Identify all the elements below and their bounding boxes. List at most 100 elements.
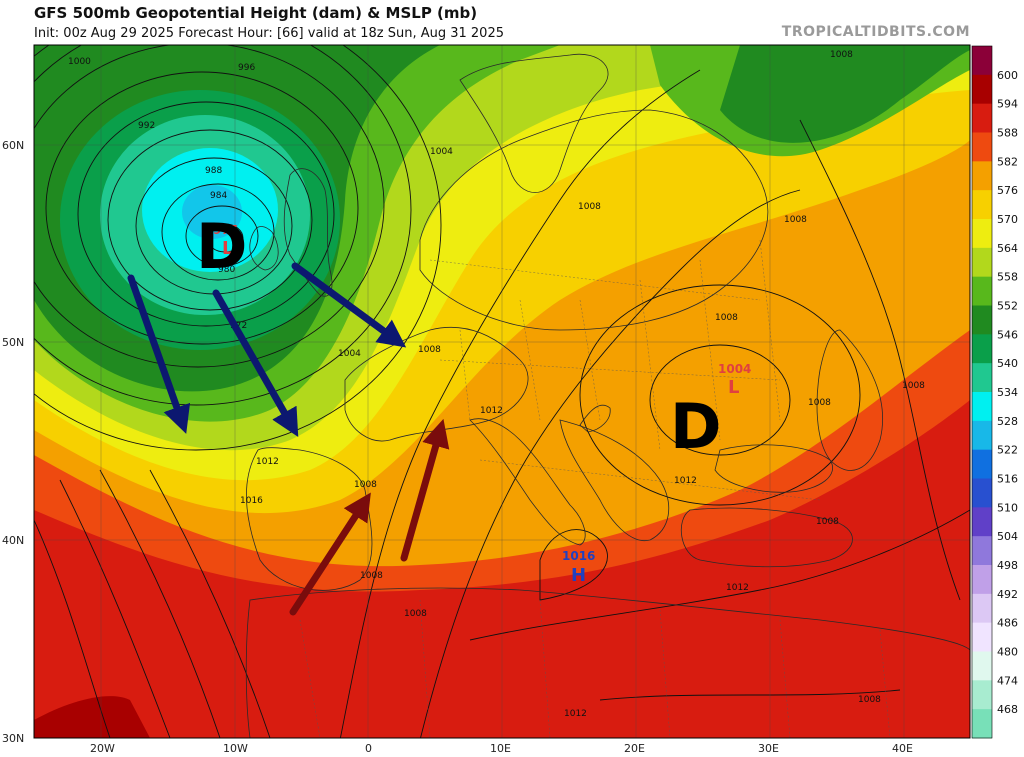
isobar-label: 984 [210, 191, 227, 201]
colorbar-swatch [972, 449, 992, 479]
isobar-label: 1016 [240, 496, 263, 506]
colorbar-label: 534 [997, 386, 1018, 399]
isobar-label: 1012 [674, 476, 697, 486]
colorbar-swatch [972, 709, 992, 739]
anatolia [681, 507, 853, 568]
colorbar-swatch [972, 103, 992, 133]
isobar-label: 980 [218, 265, 235, 275]
lon-label: 0 [365, 742, 372, 755]
lon-label: 40E [892, 742, 913, 755]
black-sea [714, 444, 833, 493]
colorbar-swatch [972, 651, 992, 681]
map-frame [33, 44, 971, 739]
blue-arrow [212, 289, 299, 437]
colorbar-label: 528 [997, 415, 1018, 428]
isobar-label: 1008 [816, 517, 839, 527]
colorbar: 600 594 588 582 576 570 564 558 552 546 540 534 528 5… [971, 45, 1018, 739]
isobar-label: 1008 [354, 480, 377, 490]
isobar-label: 1004 [338, 349, 361, 359]
scandinavia [459, 53, 609, 193]
isobar-label: 1008 [784, 215, 807, 225]
isobar-label: 996 [238, 63, 255, 73]
high-marker: H [571, 565, 586, 586]
colorbar-label: 570 [997, 213, 1018, 226]
low-center-atlantic: 975 L [213, 223, 238, 259]
colorbar-label: 588 [997, 127, 1018, 140]
colorbar-frame [971, 45, 993, 739]
isobar-label: 1012 [726, 583, 749, 593]
colorbar-swatch [972, 334, 992, 364]
colorbar-label: 522 [997, 444, 1018, 457]
colorbar-swatch [972, 565, 992, 595]
colorbar-label: 468 [997, 703, 1018, 716]
isobar-label: 1008 [808, 398, 831, 408]
colorbar-swatch [972, 219, 992, 249]
isobar-label: 992 [138, 121, 155, 131]
colorbar-swatch [972, 190, 992, 220]
red-arrow [400, 418, 450, 562]
central-europe [419, 109, 769, 331]
red-arrow [289, 492, 371, 616]
lon-label: 10W [223, 742, 248, 755]
borders [299, 239, 891, 738]
map-area: 1000 996 992 988 984 980 972 1004 1008 1… [34, 45, 970, 738]
low-value: 1004 [718, 362, 751, 376]
colorbar-swatch [972, 680, 992, 710]
colorbar-label: 582 [997, 155, 1018, 168]
colorbar-label: 600 [997, 69, 1018, 82]
isobar-label: 1008 [715, 313, 738, 323]
isobar-label: 1008 [902, 381, 925, 391]
colorbar-label: 474 [997, 674, 1018, 687]
isobar-label: 1012 [480, 406, 503, 416]
lon-label: 20E [624, 742, 645, 755]
low-marker: L [728, 377, 739, 398]
band-546-east [720, 45, 970, 143]
latitude-labels: 60N 50N 40N 30N [2, 139, 24, 745]
colorbar-swatch [972, 46, 992, 76]
isobar-label: 1008 [404, 609, 427, 619]
isobar-label: 1004 [430, 147, 453, 157]
colorbar-label: 576 [997, 184, 1018, 197]
colorbar-swatch [972, 622, 992, 652]
colorbar-swatch [972, 132, 992, 162]
colorbar-swatch [972, 420, 992, 451]
low-value: 975 [213, 223, 238, 237]
low-marker: L [222, 238, 233, 259]
isobar-label: 988 [205, 166, 222, 176]
band-522 [182, 185, 242, 239]
warm-flow-arrows [289, 418, 450, 616]
colorbar-label: 564 [997, 242, 1018, 255]
colorbar-label: 546 [997, 328, 1018, 341]
italy [469, 418, 586, 546]
isobars-regional [34, 69, 970, 738]
colorbar-swatch [972, 305, 992, 335]
lake-balaton [579, 404, 611, 433]
colorbar-label: 504 [997, 530, 1018, 543]
ireland [249, 226, 279, 271]
colorbar-label: 552 [997, 300, 1018, 313]
isobar-label: 1000 [68, 57, 91, 67]
colorbar-label: 594 [997, 98, 1018, 111]
colorbar-label: 498 [997, 559, 1018, 572]
lat-label: 30N [2, 732, 24, 745]
lat-label: 60N [2, 139, 24, 152]
colorbar-label: 558 [997, 271, 1018, 284]
colorbar-label: 486 [997, 617, 1018, 630]
isobar-label: 1008 [830, 50, 853, 60]
band-594 [34, 696, 150, 738]
colorbar-swatch [972, 593, 992, 624]
france [344, 326, 529, 442]
colorbar-label: 540 [997, 357, 1018, 370]
colorbar-label: 516 [997, 473, 1018, 486]
colorbar-swatch [972, 74, 992, 105]
colorbar-swatch [972, 536, 992, 566]
brand-watermark: TROPICALTIDBITS.COM [781, 24, 970, 40]
low-annotation-letter: D [670, 390, 721, 463]
low-center-balkans: 1004 L [718, 362, 751, 398]
lon-label: 30E [758, 742, 779, 755]
caspian-sea [816, 329, 883, 471]
lat-label: 40N [2, 534, 24, 547]
cold-flow-arrows [127, 262, 407, 437]
lon-label: 20W [90, 742, 115, 755]
colorbar-swatch [972, 478, 992, 508]
